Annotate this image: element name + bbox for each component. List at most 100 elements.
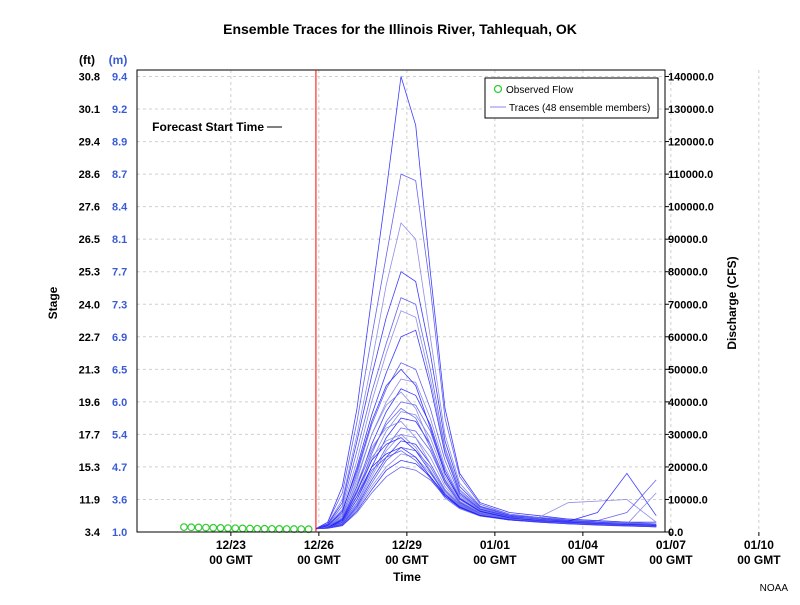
- x-tick-label-time: 00 GMT: [297, 553, 341, 567]
- y-tick-label-discharge: 70000.0: [668, 299, 708, 311]
- legend-observed-label: Observed Flow: [506, 85, 574, 96]
- x-tick-label-date: 01/07: [656, 538, 686, 552]
- y-tick-label-ft: 21.3: [79, 364, 100, 376]
- ensemble-trace: [315, 368, 657, 530]
- unit-m-label: (m): [109, 53, 128, 67]
- x-tick-label-date: 12/26: [304, 538, 334, 552]
- x-tick-label-time: 00 GMT: [737, 553, 781, 567]
- x-tick-label-date: 01/04: [568, 538, 598, 552]
- x-tick-label-time: 00 GMT: [561, 553, 605, 567]
- y-tick-label-ft: 17.7: [79, 429, 100, 441]
- observed-flow-point: [180, 523, 188, 532]
- observed-flow-point: [297, 525, 306, 534]
- y-tick-label-ft: 22.7: [79, 332, 100, 344]
- legend: Observed Flow Traces (48 ensemble member…: [484, 77, 659, 119]
- noaa-credit: NOAA: [760, 583, 789, 594]
- y-tick-label-ft: 3.4: [85, 527, 101, 539]
- observed-flow-point: [304, 525, 313, 534]
- x-tick-label-time: 00 GMT: [473, 553, 517, 567]
- observed-flow-point: [268, 524, 276, 533]
- x-tick-label-time: 00 GMT: [385, 553, 429, 567]
- y-tick-label-m: 4.7: [112, 462, 127, 474]
- y-tick-label-discharge: 140000.0: [668, 72, 714, 84]
- x-axis-label: Time: [393, 570, 421, 584]
- y-tick-label-ft: 30.8: [79, 72, 100, 84]
- y-tick-label-m: 7.3: [112, 299, 127, 311]
- y-tick-label-ft: 26.5: [79, 234, 100, 246]
- y-tick-label-discharge: 100000.0: [668, 202, 714, 214]
- observed-flow-points: [180, 523, 313, 534]
- plot-frame: [136, 69, 666, 533]
- observed-flow-point: [231, 524, 240, 533]
- unit-ft-label: (ft): [79, 53, 95, 67]
- y-tick-label-ft: 27.6: [79, 202, 100, 214]
- observed-flow-point: [246, 524, 254, 533]
- forecast-start-label: Forecast Start Time: [152, 120, 264, 134]
- observed-flow-point: [194, 523, 203, 532]
- ensemble-trace: [315, 173, 657, 530]
- y-tick-label-m: 8.7: [112, 169, 127, 181]
- y-tick-label-ft: 15.3: [79, 462, 100, 474]
- y-tick-label-m: 6.9: [112, 332, 127, 344]
- observed-flow-point: [290, 525, 298, 533]
- y-tick-label-m: 7.7: [112, 267, 127, 279]
- ensemble-trace: [315, 433, 657, 530]
- y-tick-label-discharge: 130000.0: [668, 104, 714, 116]
- y-tick-label-m: 8.9: [112, 137, 127, 149]
- observed-flow-point: [187, 523, 196, 532]
- y-tick-label-discharge: 0.0: [668, 527, 683, 539]
- ensemble-traces: [315, 76, 657, 530]
- y-tick-label-discharge: 110000.0: [668, 169, 713, 181]
- legend-box: [484, 77, 659, 119]
- y-tick-label-discharge: 10000.0: [668, 494, 708, 506]
- ensemble-trace: [315, 76, 657, 530]
- observed-flow-point: [253, 524, 262, 533]
- y-tick-label-m: 9.2: [112, 104, 127, 116]
- y-tick-label-ft: 19.6: [79, 397, 100, 409]
- ensemble-trace: [315, 446, 657, 530]
- y-tick-label-m: 8.1: [112, 234, 127, 246]
- x-tick-label-date: 01/10: [744, 538, 774, 552]
- y-tick-label-discharge: 80000.0: [668, 267, 708, 279]
- observed-flow-point: [260, 524, 269, 533]
- y-tick-label-discharge: 50000.0: [668, 364, 708, 376]
- y-tick-label-m: 5.4: [112, 429, 128, 441]
- ensemble-trace: [315, 271, 657, 530]
- y-tick-label-m: 3.6: [112, 494, 127, 506]
- y-tick-label-ft: 28.6: [79, 169, 100, 181]
- x-tick-label-time: 00 GMT: [209, 553, 253, 567]
- x-tick-label-date: 12/29: [392, 538, 422, 552]
- y-tick-label-m: 6.5: [112, 364, 127, 376]
- observed-flow-point: [238, 524, 247, 533]
- x-tick-label-time: 00 GMT: [649, 553, 693, 567]
- y-axis-right-label: Discharge (CFS): [725, 256, 739, 349]
- observed-flow-point: [202, 523, 210, 532]
- y-tick-label-discharge: 90000.0: [668, 234, 708, 246]
- y-tick-label-m: 6.0: [112, 397, 127, 409]
- observed-flow-point: [275, 525, 284, 533]
- y-tick-label-discharge: 20000.0: [668, 462, 708, 474]
- y-tick-label-discharge: 60000.0: [668, 332, 708, 344]
- y-tick-label-ft: 25.3: [79, 267, 100, 279]
- y-tick-label-ft: 24.0: [79, 299, 100, 311]
- y-axis-left-label: Stage: [46, 286, 60, 319]
- observed-flow-point: [282, 525, 291, 533]
- chart-title: Ensemble Traces for the Illinois River, …: [223, 21, 577, 37]
- y-tick-label-m: 9.4: [112, 72, 128, 84]
- y-tick-label-ft: 29.4: [79, 137, 101, 149]
- y-tick-label-discharge: 40000.0: [668, 397, 708, 409]
- y-tick-label-discharge: 120000.0: [668, 137, 714, 149]
- legend-traces-label: Traces (48 ensemble members): [509, 103, 650, 114]
- y-tick-label-m: 1.0: [112, 527, 127, 539]
- x-tick-label-date: 12/23: [216, 538, 246, 552]
- observed-flow-point: [216, 524, 225, 532]
- legend-observed-marker: [493, 84, 503, 94]
- y-tick-label-ft: 11.9: [79, 494, 100, 506]
- y-tick-label-ft: 30.1: [79, 104, 100, 116]
- observed-flow-point: [224, 524, 232, 532]
- observed-flow-point: [209, 523, 218, 532]
- x-tick-label-date: 01/01: [480, 538, 510, 552]
